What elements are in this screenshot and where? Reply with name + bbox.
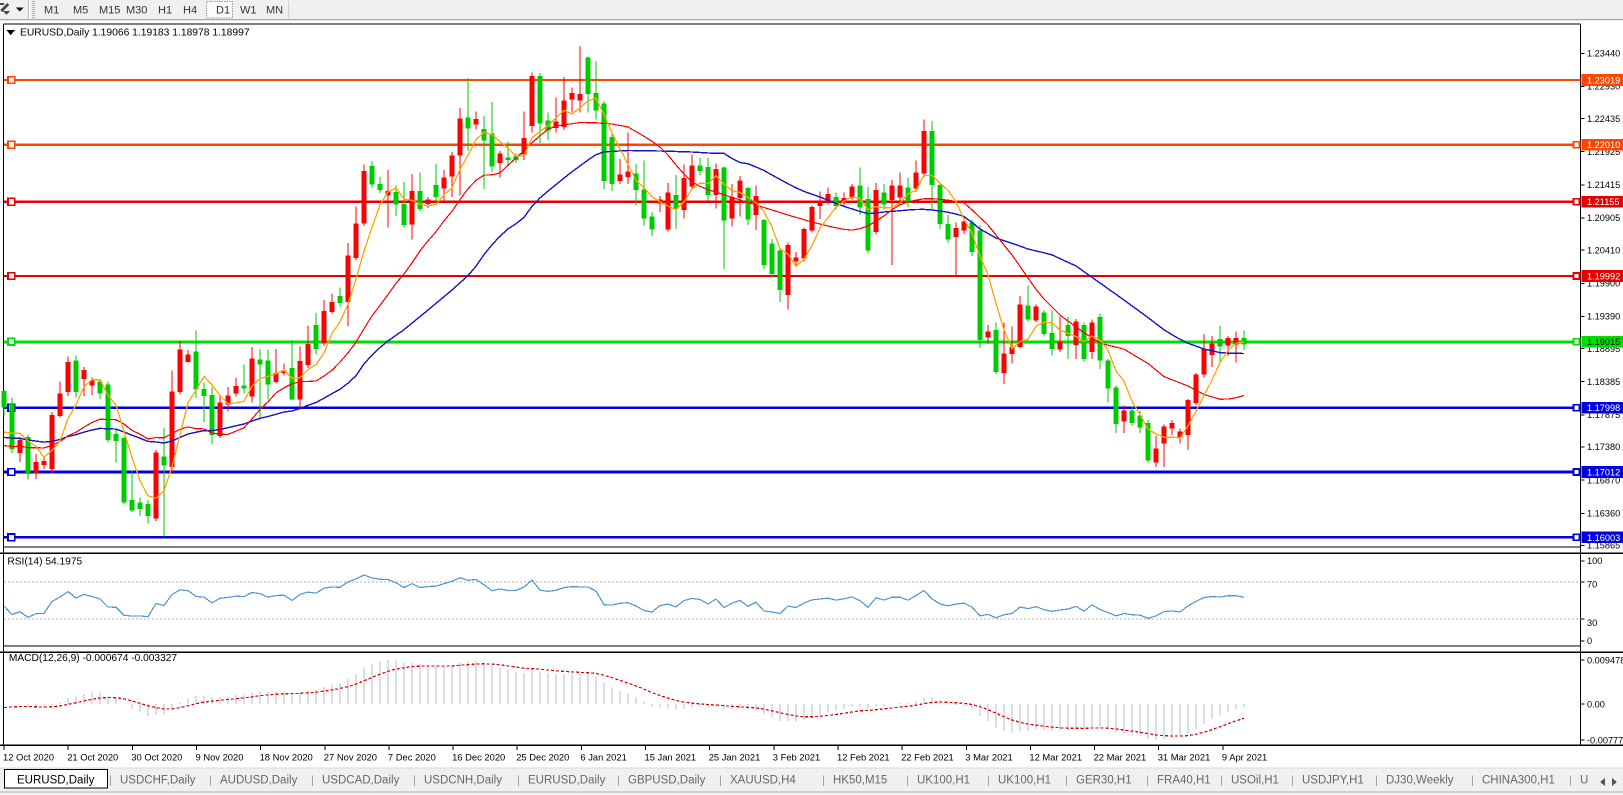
- svg-text:0.00: 0.00: [1587, 700, 1605, 710]
- svg-text:1.17012: 1.17012: [1587, 467, 1620, 477]
- svg-text:EURUSD,Daily 1.19066 1.19183: EURUSD,Daily 1.19066 1.19183 1.18978 1.1…: [20, 27, 250, 38]
- svg-text:1.19390: 1.19390: [1587, 312, 1620, 322]
- svg-text:1.17998: 1.17998: [1587, 403, 1620, 413]
- svg-text:H4: H4: [183, 5, 197, 17]
- svg-text:1.17380: 1.17380: [1587, 442, 1620, 452]
- svg-text:21 Oct 2020: 21 Oct 2020: [67, 751, 118, 762]
- svg-text:DJ30,Weekly: DJ30,Weekly: [1386, 775, 1454, 787]
- svg-text:|: |: [1146, 775, 1149, 787]
- svg-text:-0.007778: -0.007778: [1587, 736, 1623, 746]
- svg-text:27 Nov 2020: 27 Nov 2020: [324, 751, 377, 762]
- svg-text:UK100,H1: UK100,H1: [917, 775, 970, 787]
- svg-text:|: |: [109, 775, 112, 787]
- svg-text:|: |: [719, 775, 722, 787]
- svg-text:GER30,H1: GER30,H1: [1076, 775, 1132, 787]
- svg-text:1.16003: 1.16003: [1587, 533, 1620, 543]
- svg-text:|: |: [617, 775, 620, 787]
- svg-text:|: |: [1291, 775, 1294, 787]
- svg-text:U: U: [1580, 775, 1588, 787]
- svg-text:22 Mar 2021: 22 Mar 2021: [1094, 751, 1147, 762]
- svg-text:1.18895: 1.18895: [1587, 344, 1620, 354]
- svg-text:16 Dec 2020: 16 Dec 2020: [452, 751, 505, 762]
- svg-text:RSI(14) 54.1975: RSI(14) 54.1975: [7, 557, 82, 568]
- svg-text:MACD(12,26,9) -0.000674 -0.003: MACD(12,26,9) -0.000674 -0.003327: [9, 653, 178, 664]
- svg-text:|: |: [987, 775, 990, 787]
- svg-text:|: |: [1569, 775, 1572, 787]
- svg-text:1.23019: 1.23019: [1587, 75, 1620, 85]
- svg-text:M15: M15: [99, 5, 120, 17]
- svg-text:H1: H1: [158, 5, 172, 17]
- svg-text:USDJPY,H1: USDJPY,H1: [1302, 775, 1364, 787]
- svg-text:XAUUSD,H4: XAUUSD,H4: [730, 775, 796, 787]
- svg-text:3 Mar 2021: 3 Mar 2021: [965, 751, 1012, 762]
- svg-text:9 Nov 2020: 9 Nov 2020: [196, 751, 244, 762]
- svg-text:|: |: [822, 775, 825, 787]
- svg-text:UK100,H1: UK100,H1: [998, 775, 1051, 787]
- svg-text:15 Jan 2021: 15 Jan 2021: [645, 751, 697, 762]
- svg-text:1.15865: 1.15865: [1587, 541, 1620, 551]
- svg-text:M1: M1: [44, 5, 59, 17]
- svg-text:|: |: [1065, 775, 1068, 787]
- svg-text:EURUSD,Daily: EURUSD,Daily: [528, 775, 606, 787]
- svg-text:D1: D1: [216, 5, 230, 17]
- svg-text:USOil,H1: USOil,H1: [1231, 775, 1279, 787]
- svg-text:1.18385: 1.18385: [1587, 377, 1620, 387]
- svg-text:1.22930: 1.22930: [1587, 82, 1620, 92]
- svg-text:12 Mar 2021: 12 Mar 2021: [1029, 751, 1082, 762]
- svg-text:1.22435: 1.22435: [1587, 114, 1620, 124]
- svg-text:1.16360: 1.16360: [1587, 509, 1620, 519]
- svg-text:1.19015: 1.19015: [1587, 337, 1620, 347]
- svg-text:|: |: [311, 775, 314, 787]
- svg-text:|: |: [906, 775, 909, 787]
- svg-text:1.19992: 1.19992: [1587, 271, 1620, 281]
- svg-text:|: |: [209, 775, 212, 787]
- svg-text:6 Jan 2021: 6 Jan 2021: [580, 751, 626, 762]
- svg-text:1.19900: 1.19900: [1587, 279, 1620, 289]
- svg-text:|: |: [517, 775, 520, 787]
- svg-text:1.21925: 1.21925: [1587, 147, 1620, 157]
- svg-text:3 Feb 2021: 3 Feb 2021: [773, 751, 820, 762]
- svg-text:AUDUSD,Daily: AUDUSD,Daily: [220, 775, 298, 787]
- svg-text:USDCAD,Daily: USDCAD,Daily: [322, 775, 400, 787]
- svg-text:1.21155: 1.21155: [1587, 197, 1620, 207]
- svg-text:12 Feb 2021: 12 Feb 2021: [837, 751, 890, 762]
- svg-text:CHINA300,H1: CHINA300,H1: [1482, 775, 1555, 787]
- svg-text:|: |: [1220, 775, 1223, 787]
- svg-text:30 Oct 2020: 30 Oct 2020: [131, 751, 182, 762]
- svg-text:M5: M5: [73, 5, 88, 17]
- svg-text:1.21415: 1.21415: [1587, 180, 1620, 190]
- svg-text:|: |: [413, 775, 416, 787]
- svg-text:1.22010: 1.22010: [1587, 140, 1620, 150]
- svg-text:9 Apr 2021: 9 Apr 2021: [1222, 751, 1267, 762]
- svg-text:0.009478: 0.009478: [1587, 656, 1623, 666]
- svg-text:HK50,M15: HK50,M15: [833, 775, 887, 787]
- svg-text:1.23440: 1.23440: [1587, 49, 1620, 59]
- svg-text:USDCNH,Daily: USDCNH,Daily: [424, 775, 502, 787]
- svg-text:GBPUSD,Daily: GBPUSD,Daily: [628, 775, 706, 787]
- svg-text:W1: W1: [240, 5, 257, 17]
- svg-text:1.20905: 1.20905: [1587, 213, 1620, 223]
- svg-text:USDCHF,Daily: USDCHF,Daily: [120, 775, 196, 787]
- svg-text:100: 100: [1587, 556, 1602, 566]
- svg-text:1.20410: 1.20410: [1587, 245, 1620, 255]
- svg-text:30: 30: [1587, 618, 1597, 628]
- svg-text:25 Jan 2021: 25 Jan 2021: [709, 751, 761, 762]
- svg-text:1.17875: 1.17875: [1587, 410, 1620, 420]
- svg-text:18 Nov 2020: 18 Nov 2020: [260, 751, 313, 762]
- svg-text:|: |: [1471, 775, 1474, 787]
- svg-text:MN: MN: [266, 5, 283, 17]
- svg-text:12 Oct 2020: 12 Oct 2020: [3, 751, 54, 762]
- svg-text:70: 70: [1587, 580, 1597, 590]
- svg-text:1.16870: 1.16870: [1587, 475, 1620, 485]
- svg-text:FRA40,H1: FRA40,H1: [1157, 775, 1211, 787]
- svg-text:22 Feb 2021: 22 Feb 2021: [901, 751, 954, 762]
- svg-text:|: |: [1375, 775, 1378, 787]
- svg-text:31 Mar 2021: 31 Mar 2021: [1158, 751, 1211, 762]
- svg-text:EURUSD,Daily: EURUSD,Daily: [17, 775, 95, 787]
- svg-text:7 Dec 2020: 7 Dec 2020: [388, 751, 436, 762]
- svg-text:0: 0: [1587, 636, 1592, 646]
- svg-text:M30: M30: [126, 5, 147, 17]
- svg-text:25 Dec 2020: 25 Dec 2020: [516, 751, 569, 762]
